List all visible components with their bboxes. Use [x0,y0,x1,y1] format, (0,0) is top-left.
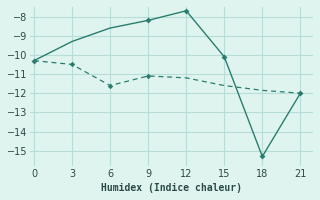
X-axis label: Humidex (Indice chaleur): Humidex (Indice chaleur) [101,183,242,193]
